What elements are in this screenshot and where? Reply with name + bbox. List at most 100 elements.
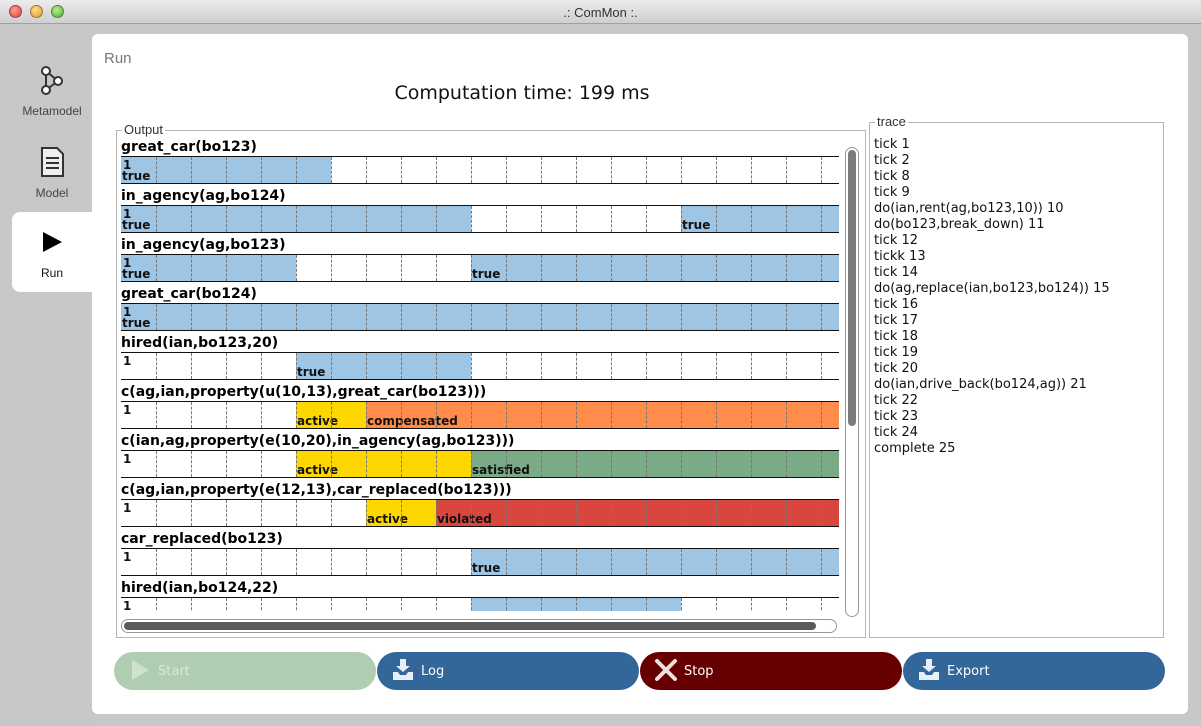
close-window-button[interactable] — [9, 5, 22, 18]
level-label: 1 — [123, 403, 132, 417]
trace-item[interactable]: tick 17 — [874, 313, 919, 328]
grid-line — [576, 598, 577, 611]
grid-line — [226, 402, 227, 428]
trace-item[interactable]: do(bo123,break_down) 11 — [874, 217, 1045, 232]
start-button[interactable]: Start — [114, 652, 376, 690]
grid-line — [401, 500, 402, 526]
trace-item[interactable]: tick 9 — [874, 185, 910, 200]
grid-line — [436, 402, 437, 428]
grid-line — [751, 451, 752, 477]
grid-line — [716, 598, 717, 611]
grid-line — [436, 353, 437, 379]
grid-line — [366, 353, 367, 379]
computation-time: Computation time: 199 ms — [394, 82, 650, 104]
grid-line — [436, 451, 437, 477]
state-segment-true: true — [471, 255, 839, 281]
grid-line — [786, 500, 787, 526]
minimize-window-button[interactable] — [30, 5, 43, 18]
grid-line — [506, 206, 507, 232]
state-segment-true: true — [296, 353, 471, 379]
grid-line — [681, 500, 682, 526]
grid-line — [401, 598, 402, 611]
horizontal-scroll-thumb[interactable] — [124, 622, 816, 630]
grid-line — [821, 206, 822, 232]
track-name: hired(ian,bo123,20) — [121, 335, 279, 351]
grid-line — [226, 500, 227, 526]
trace-item[interactable]: tick 14 — [874, 265, 919, 280]
trace-item[interactable]: tick 16 — [874, 297, 919, 312]
grid-line — [156, 206, 157, 232]
state-segment-true: true — [121, 255, 296, 281]
grid-line — [506, 353, 507, 379]
segment-label: active — [367, 512, 409, 526]
trace-item[interactable]: tick 2 — [874, 153, 910, 168]
segment-label: true — [122, 316, 151, 330]
level-label: 1 — [123, 158, 132, 172]
nav-item-run[interactable]: Run — [12, 212, 92, 292]
state-segment-true: true — [121, 304, 839, 330]
grid-line — [296, 500, 297, 526]
trace-item[interactable]: do(ian,rent(ag,bo123,10)) 10 — [874, 201, 1064, 216]
grid-line — [366, 549, 367, 575]
nav-item-metamodel[interactable]: Metamodel — [12, 50, 92, 130]
trace-item[interactable]: tick 23 — [874, 409, 919, 424]
vertical-scrollbar[interactable] — [845, 147, 859, 617]
grid-line — [366, 500, 367, 526]
vertical-scroll-thumb[interactable] — [848, 150, 856, 426]
horizontal-scrollbar[interactable] — [121, 619, 837, 633]
grid-line — [821, 157, 822, 183]
grid-line — [611, 157, 612, 183]
grid-line — [576, 549, 577, 575]
stop-button[interactable]: Stop — [640, 652, 902, 690]
grid-line — [611, 255, 612, 281]
trace-item[interactable]: tick 8 — [874, 169, 910, 184]
segment-label: true — [122, 169, 151, 183]
state-segment-compensated: compensated — [366, 402, 839, 428]
trace-item[interactable]: complete 25 — [874, 441, 956, 456]
grid-line — [681, 353, 682, 379]
trace-item[interactable]: do(ian,drive_back(bo124,ag)) 21 — [874, 377, 1087, 392]
trace-item[interactable]: tick 22 — [874, 393, 919, 408]
zoom-window-button[interactable] — [51, 5, 64, 18]
state-segment-satisfied: satisfied — [471, 451, 839, 477]
grid-line — [786, 598, 787, 611]
grid-line — [541, 598, 542, 611]
trace-item[interactable]: tick 1 — [874, 137, 910, 152]
log-button[interactable]: Log — [377, 652, 639, 690]
trace-group: trace tick 1 tick 2 tick 8 tick 9 do(ian,ren… — [869, 114, 1164, 638]
grid-line — [156, 402, 157, 428]
grid-line — [261, 255, 262, 281]
output-track: great_car(bo124) true 1 — [121, 286, 839, 335]
export-button[interactable]: Export — [903, 652, 1165, 690]
trace-item[interactable]: tick 12 — [874, 233, 919, 248]
trace-item[interactable]: tick 19 — [874, 345, 919, 360]
segment-label: true — [472, 561, 501, 575]
track-timeline: 1 — [121, 597, 839, 611]
trace-item[interactable]: tick 24 — [874, 425, 919, 440]
state-segment-true: true — [681, 206, 839, 232]
track-name: car_replaced(bo123) — [121, 531, 283, 547]
nav-item-model[interactable]: Model — [12, 132, 92, 212]
trace-item[interactable]: tick 18 — [874, 329, 919, 344]
grid-line — [331, 304, 332, 330]
grid-line — [261, 402, 262, 428]
grid-line — [506, 549, 507, 575]
grid-line — [541, 255, 542, 281]
grid-line — [821, 353, 822, 379]
log-label: Log — [421, 664, 445, 679]
grid-line — [716, 157, 717, 183]
trace-item[interactable]: tick 20 — [874, 361, 919, 376]
level-label: 1 — [123, 599, 132, 611]
trace-item[interactable]: tickk 13 — [874, 249, 926, 264]
grid-line — [506, 500, 507, 526]
trace-item[interactable]: do(ag,replace(ian,bo123,bo124)) 15 — [874, 281, 1110, 296]
grid-line — [786, 451, 787, 477]
grid-line — [681, 598, 682, 611]
trace-list[interactable]: tick 1 tick 2 tick 8 tick 9 do(ian,rent(ag,b… — [874, 137, 1159, 457]
grid-line — [471, 255, 472, 281]
grid-line — [646, 206, 647, 232]
grid-line — [331, 500, 332, 526]
segment-label: true — [472, 267, 501, 281]
track-name: in_agency(ag,bo123) — [121, 237, 286, 253]
grid-line — [751, 549, 752, 575]
